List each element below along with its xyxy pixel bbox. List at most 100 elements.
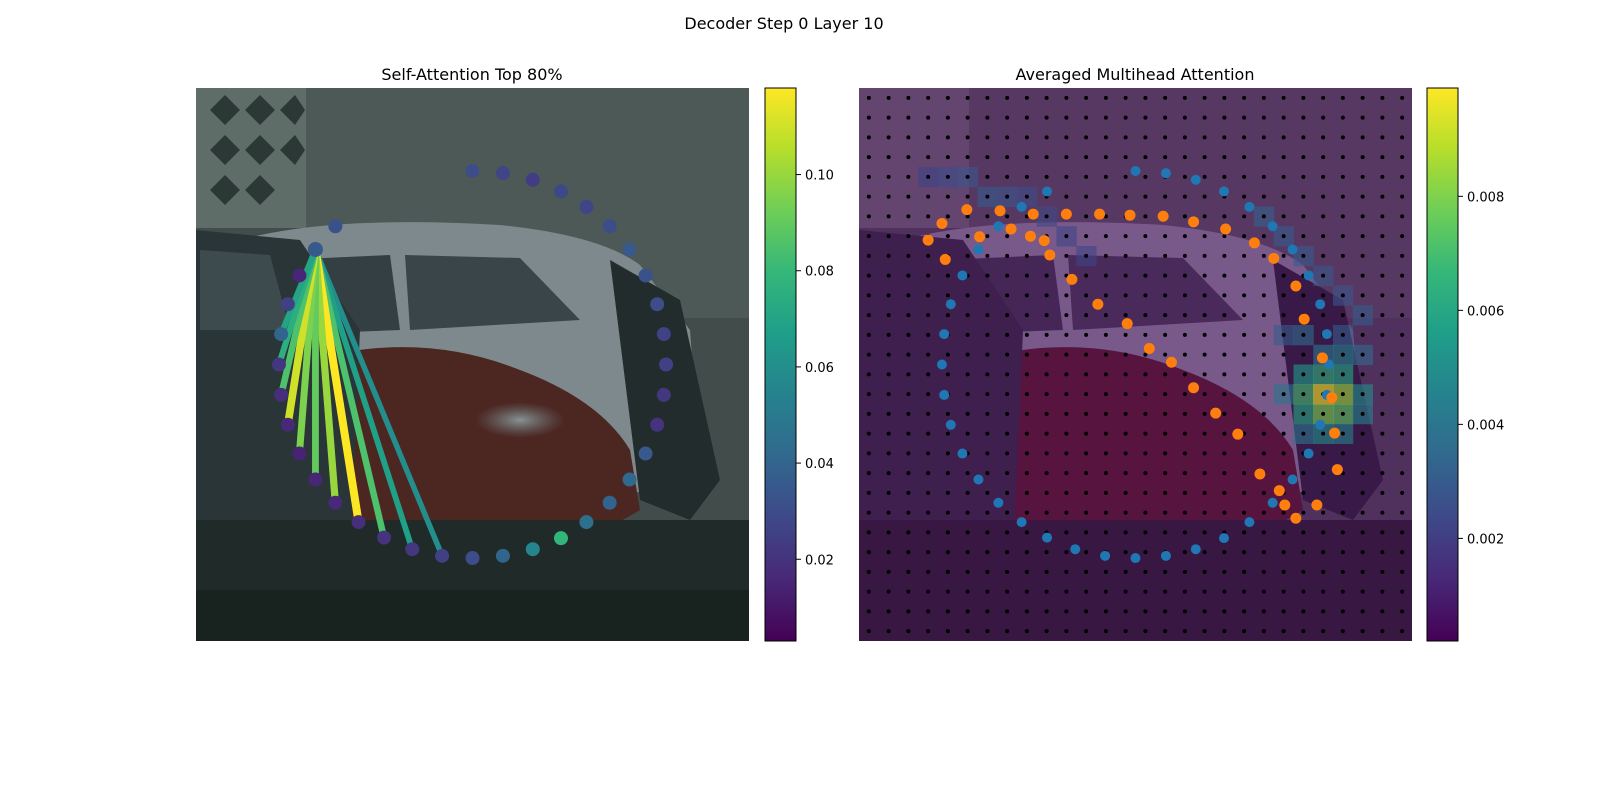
grid-dot: [1163, 490, 1168, 495]
grid-dot: [1202, 569, 1207, 574]
grid-dot: [1340, 174, 1345, 179]
grid-dot: [1360, 214, 1365, 219]
grid-dot: [1103, 490, 1108, 495]
grid-dot: [1261, 589, 1266, 594]
grid-dot: [1380, 589, 1385, 594]
grid-dot: [866, 332, 871, 337]
grid-dot: [1261, 155, 1266, 160]
grid-dot: [1064, 629, 1069, 634]
grid-dot: [1202, 589, 1207, 594]
grid-dot: [1222, 155, 1227, 160]
grid-dot: [1163, 471, 1168, 476]
grid-dot: [1143, 174, 1148, 179]
grid-dot: [886, 392, 891, 397]
grid-dot: [1143, 194, 1148, 199]
grid-dot: [1163, 411, 1168, 416]
grid-dot: [965, 234, 970, 239]
grid-dot: [1143, 569, 1148, 574]
grid-dot: [1064, 253, 1069, 258]
grid-dot: [1044, 214, 1049, 219]
attention-point: [308, 472, 323, 487]
grid-dot: [1340, 115, 1345, 120]
blue-point: [993, 497, 1004, 508]
grid-dot: [1143, 234, 1148, 239]
grid-dot: [1202, 411, 1207, 416]
grid-dot: [1024, 115, 1029, 120]
grid-dot: [1123, 569, 1128, 574]
left-colorbar: 0.02 0.04 0.06 0.08 0.10: [764, 87, 834, 642]
grid-dot: [1222, 490, 1227, 495]
grid-dot: [1163, 352, 1168, 357]
grid-dot: [1084, 589, 1089, 594]
grid-dot: [1301, 550, 1306, 555]
grid-dot: [1242, 253, 1247, 258]
grid-dot: [1242, 550, 1247, 555]
grid-dot: [1321, 569, 1326, 574]
attention-point: [292, 446, 307, 461]
grid-dot: [866, 174, 871, 179]
grid-dot: [1182, 95, 1187, 100]
grid-dot: [1281, 431, 1286, 436]
grid-dot: [1261, 95, 1266, 100]
grid-dot: [1360, 273, 1365, 278]
grid-dot: [1321, 194, 1326, 199]
grid-dot: [886, 155, 891, 160]
grid-dot: [945, 194, 950, 199]
grid-dot: [1103, 392, 1108, 397]
grid-dot: [1005, 431, 1010, 436]
grid-dot: [906, 273, 911, 278]
grid-dot: [1222, 589, 1227, 594]
grid-dot: [1202, 214, 1207, 219]
grid-dot: [1242, 273, 1247, 278]
grid-dot: [1242, 174, 1247, 179]
orange-point: [1024, 230, 1036, 242]
grid-dot: [1400, 135, 1405, 140]
grid-dot: [1281, 273, 1286, 278]
orange-point: [1279, 499, 1291, 511]
grid-dot: [1103, 510, 1108, 515]
grid-dot: [1084, 234, 1089, 239]
grid-dot: [965, 115, 970, 120]
grid-dot: [1084, 550, 1089, 555]
grid-dot: [1182, 174, 1187, 179]
blue-point: [1100, 550, 1111, 561]
grid-dot: [945, 214, 950, 219]
attention-point: [656, 387, 671, 402]
grid-dot: [1123, 629, 1128, 634]
attention-point: [638, 446, 653, 461]
grid-dot: [1340, 569, 1345, 574]
grid-dot: [1103, 234, 1108, 239]
grid-dot: [1242, 530, 1247, 535]
grid-dot: [926, 352, 931, 357]
grid-dot: [1143, 629, 1148, 634]
grid-dot: [1340, 490, 1345, 495]
grid-dot: [1340, 372, 1345, 377]
grid-dot: [945, 530, 950, 535]
grid-dot: [1123, 372, 1128, 377]
grid-dot: [1340, 95, 1345, 100]
grid-dot: [1222, 313, 1227, 318]
grid-dot: [945, 135, 950, 140]
grid-dot: [1400, 411, 1405, 416]
grid-dot: [1202, 530, 1207, 535]
grid-dot: [1380, 135, 1385, 140]
grid-dot: [1400, 194, 1405, 199]
grid-dot: [1380, 490, 1385, 495]
grid-dot: [1123, 352, 1128, 357]
grid-dot: [1380, 471, 1385, 476]
right-colorbar: 0.002 0.004 0.006 0.008: [1426, 87, 1504, 642]
grid-dot: [1360, 490, 1365, 495]
grid-dot: [1103, 589, 1108, 594]
attention-point: [622, 242, 637, 257]
grid-dot: [1123, 273, 1128, 278]
grid-dot: [1360, 194, 1365, 199]
grid-dot: [1163, 135, 1168, 140]
attention-point: [650, 297, 665, 312]
grid-dot: [1182, 273, 1187, 278]
grid-dot: [1084, 95, 1089, 100]
grid-dot: [926, 629, 931, 634]
grid-dot: [1005, 293, 1010, 298]
grid-dot: [1005, 155, 1010, 160]
grid-dot: [1103, 194, 1108, 199]
grid-dot: [1143, 253, 1148, 258]
